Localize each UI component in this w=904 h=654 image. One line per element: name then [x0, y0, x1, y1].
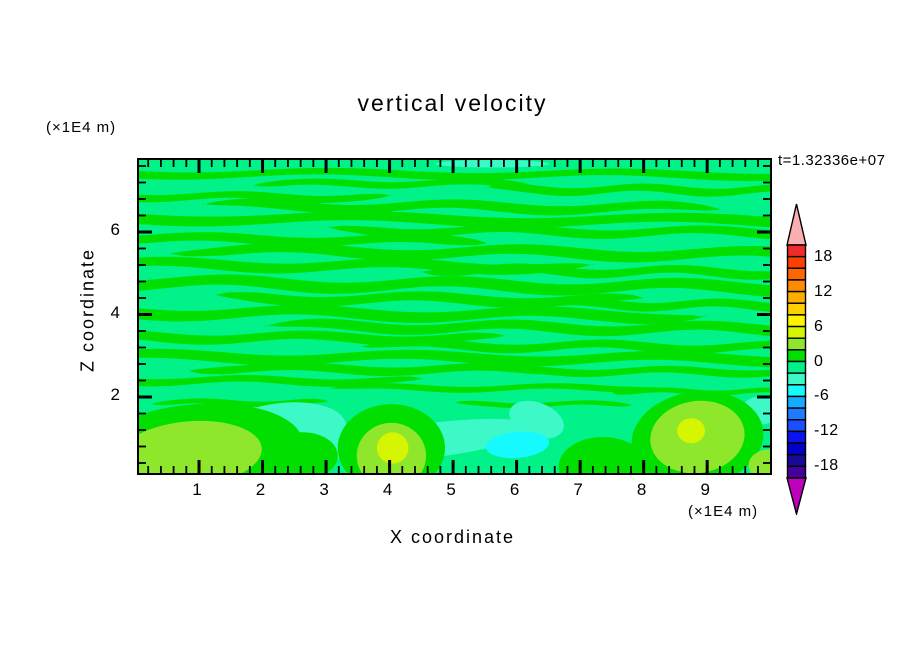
colorbar-label-18: 18 — [814, 247, 833, 265]
colorbar-label--12: -12 — [814, 422, 839, 440]
plot-title: vertical velocity — [357, 90, 548, 116]
x-tick-label-4: 4 — [382, 480, 393, 499]
y-axis-units-label: (×1E4 m) — [46, 119, 117, 136]
x-tick-label-8: 8 — [636, 480, 647, 499]
x-tick-label-9: 9 — [700, 480, 710, 499]
x-axis-units-label: (×1E4 m) — [688, 503, 759, 520]
x-tick-label-7: 7 — [573, 480, 583, 499]
contour-plot-area — [137, 158, 772, 475]
x-tick-label-6: 6 — [509, 480, 520, 499]
colorbar-label--6: -6 — [814, 387, 830, 405]
y-tick-label-2: 2 — [110, 385, 120, 404]
x-tick-label-1: 1 — [192, 480, 202, 499]
y-tick-label-6: 6 — [110, 220, 120, 239]
colorbar — [786, 203, 808, 517]
colorbar-label-0: 0 — [814, 352, 824, 370]
colorbar-label--18: -18 — [814, 457, 839, 475]
x-axis-label: X coordinate — [389, 527, 516, 547]
time-annotation: t=1.32336e+07 — [778, 152, 886, 169]
x-tick-label-2: 2 — [255, 480, 266, 499]
colorbar-canvas — [786, 203, 807, 517]
x-tick-label-5: 5 — [446, 480, 456, 499]
y-tick-label-4: 4 — [110, 302, 120, 322]
colorbar-label-6: 6 — [814, 317, 824, 335]
colorbar-label-12: 12 — [814, 282, 833, 300]
contour-field-canvas — [139, 160, 770, 473]
x-tick-label-3: 3 — [319, 480, 329, 499]
